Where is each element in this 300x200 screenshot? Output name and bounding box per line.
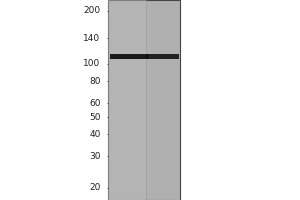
Bar	[108, 0, 180, 200]
Text: 140: 140	[83, 34, 100, 43]
Bar	[108, 0, 146, 200]
Bar	[146, 54, 178, 59]
Text: 100: 100	[83, 59, 100, 68]
Text: 30: 30	[89, 152, 100, 161]
Text: 200: 200	[83, 6, 100, 15]
Bar	[110, 54, 148, 59]
Text: 80: 80	[89, 77, 100, 86]
Text: 50: 50	[89, 113, 100, 122]
Text: 40: 40	[89, 130, 100, 139]
Text: 20: 20	[89, 183, 100, 192]
Text: 60: 60	[89, 99, 100, 108]
